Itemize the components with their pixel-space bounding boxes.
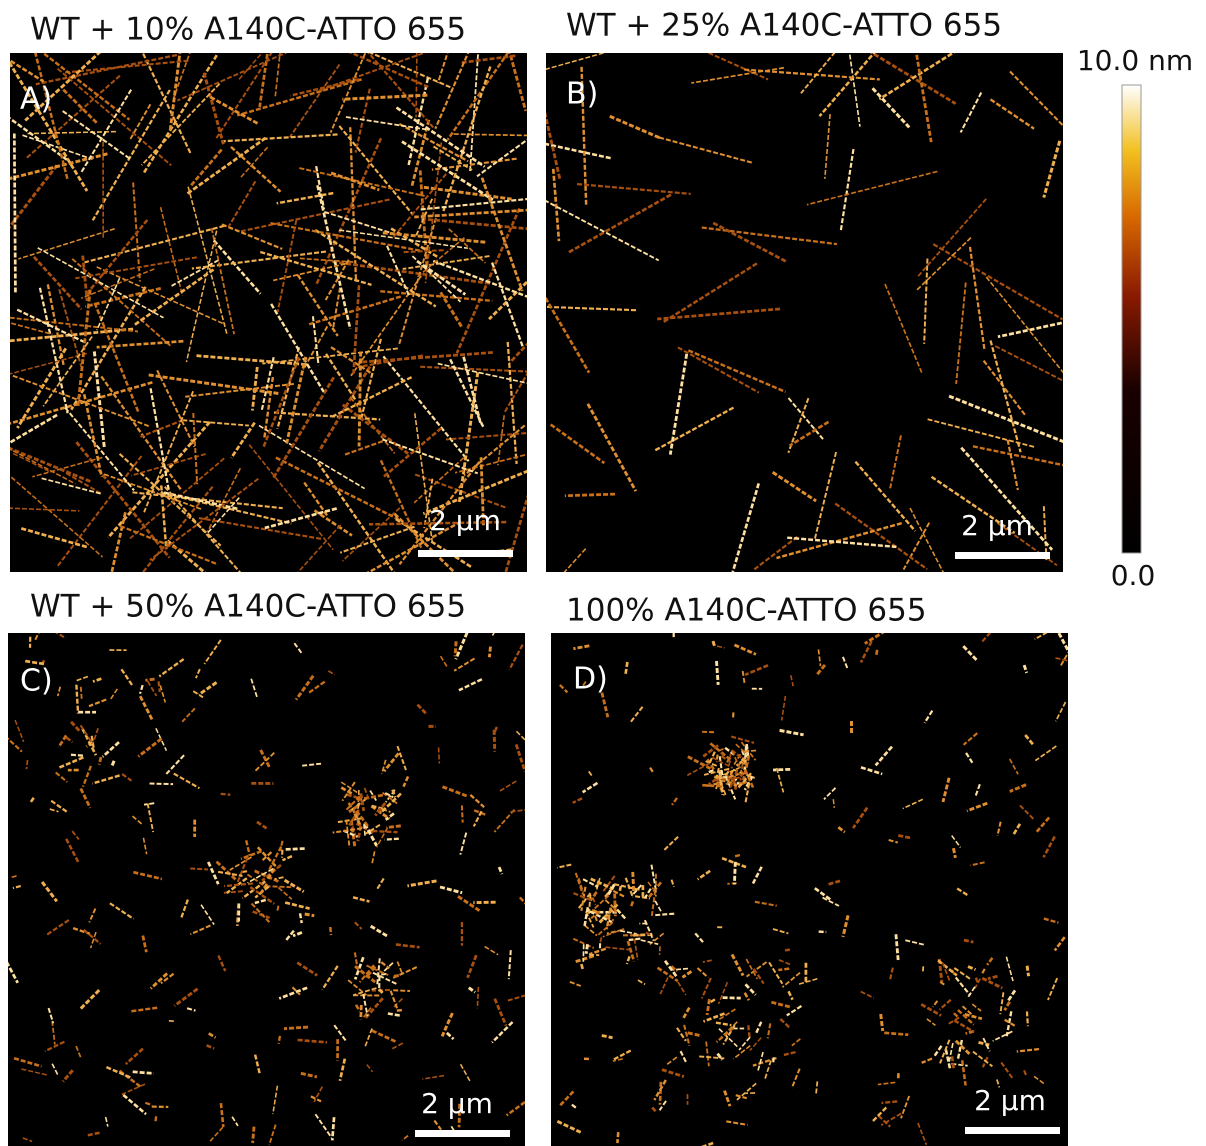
fibril: [305, 914, 315, 916]
colorbar: [1122, 85, 1141, 553]
fibril: [462, 805, 463, 822]
panel-title: WT + 10% A140C-ATTO 655: [30, 12, 466, 48]
fibril: [26, 760, 27, 769]
panel-label: B): [566, 77, 598, 112]
fibril: [221, 794, 231, 795]
fibril: [833, 799, 834, 808]
afm-image: [551, 631, 1071, 1146]
fibril: [145, 679, 154, 680]
figure: WT + 10% A140C-ATTO 655 WT + 25% A140C-A…: [0, 0, 1206, 1146]
afm-image: [5, 629, 536, 1146]
fibril: [565, 494, 615, 496]
panel-label: A): [20, 82, 52, 117]
panel-label: D): [573, 662, 608, 697]
fibril: [133, 1072, 154, 1074]
fibril: [876, 650, 877, 656]
panel-label: C): [20, 664, 53, 699]
colorbar-max-label: 10.0 nm: [1077, 44, 1193, 77]
fibril: [14, 134, 15, 293]
fibril: [631, 901, 633, 906]
fibril: [477, 987, 478, 1008]
fibril: [709, 770, 714, 772]
scale-bar-label: 2 µm: [974, 1084, 1046, 1117]
scale-bar-label: 2 µm: [961, 509, 1033, 542]
scale-bar-label: 2 µm: [421, 1087, 493, 1120]
fibril: [494, 730, 495, 752]
panel-title: WT + 25% A140C-ATTO 655: [566, 8, 1002, 44]
fibril: [586, 944, 587, 953]
fibril: [881, 1014, 883, 1031]
scale-bar-label: 2 µm: [429, 504, 501, 537]
panel-title: WT + 50% A140C-ATTO 655: [30, 589, 466, 625]
fibril: [378, 974, 387, 975]
fibril: [702, 785, 722, 786]
fibril: [773, 769, 790, 770]
fibril: [964, 940, 974, 942]
fibril: [633, 872, 634, 893]
fibril: [393, 990, 410, 991]
panel-title: 100% A140C-ATTO 655: [566, 593, 927, 629]
fibril: [285, 849, 305, 850]
fibril: [190, 868, 208, 869]
fibril: [723, 998, 741, 999]
fibril: [76, 685, 78, 714]
colorbar-min-label: 0.0: [1111, 559, 1156, 592]
